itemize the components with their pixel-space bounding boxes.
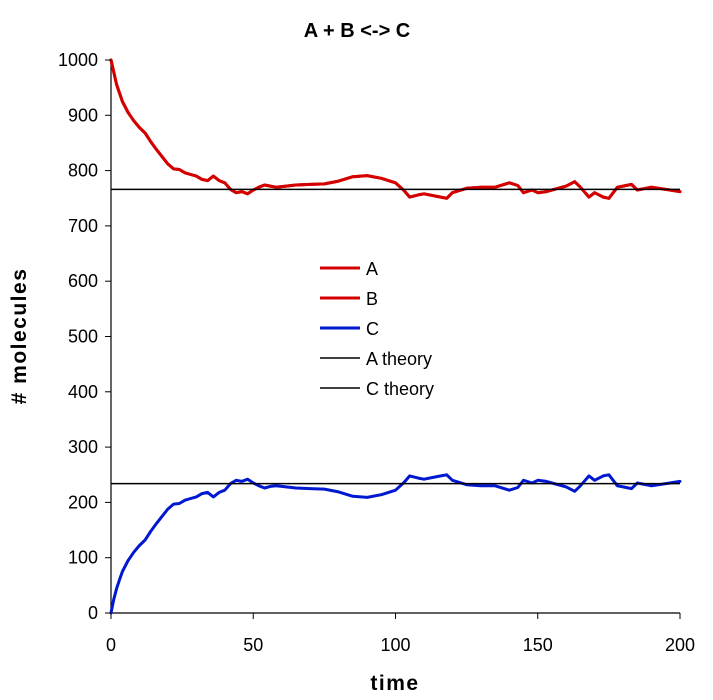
x-tick-label: 200: [665, 635, 695, 655]
y-tick-label: 800: [68, 161, 98, 181]
legend: ABC A theory C theory: [320, 259, 434, 399]
series-line-c: [109, 473, 682, 615]
series-line-a: [109, 58, 682, 200]
y-tick-label: 100: [68, 548, 98, 568]
y-axis-title: # molecules: [8, 268, 31, 405]
y-tick-label: 900: [68, 105, 98, 125]
legend-label: B: [366, 289, 378, 309]
legend-label: A theory: [366, 349, 432, 369]
y-tick-label: 500: [68, 327, 98, 347]
legend-label: C: [366, 319, 379, 339]
y-tick-label: 1000: [58, 50, 98, 70]
y-tick-label: 0: [88, 603, 98, 623]
x-tick-label: 50: [243, 635, 263, 655]
x-ticks: 0 50 100 150 200: [106, 613, 695, 655]
chart-title: A + B <-> C: [304, 20, 411, 42]
x-tick-label: 150: [523, 635, 553, 655]
legend-label: A: [366, 259, 378, 279]
y-tick-label: 700: [68, 216, 98, 236]
y-ticks: 0 100 200 300 400 500 600 700 800 900 1000: [58, 50, 111, 623]
y-tick-label: 200: [68, 492, 98, 512]
y-tick-label: 400: [68, 382, 98, 402]
x-axis-title: time: [370, 672, 419, 695]
x-tick-label: 0: [106, 635, 116, 655]
y-tick-label: 600: [68, 271, 98, 291]
legend-label: C theory: [366, 379, 434, 399]
x-tick-label: 100: [380, 635, 410, 655]
plot-area: [109, 58, 682, 615]
y-tick-label: 300: [68, 437, 98, 457]
